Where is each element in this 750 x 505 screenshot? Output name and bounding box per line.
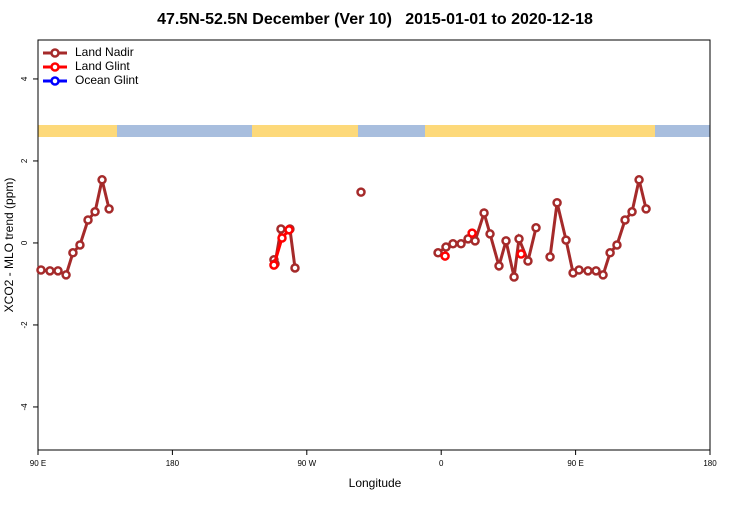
data-point (441, 242, 451, 252)
data-point (561, 235, 571, 245)
data-point (574, 265, 584, 275)
data-point (552, 198, 562, 208)
data-point (516, 249, 526, 259)
plot-frame (37, 39, 711, 451)
data-point (61, 270, 71, 280)
data-point (433, 248, 443, 258)
data-point (36, 265, 46, 275)
series-line (274, 230, 521, 265)
data-point (612, 240, 622, 250)
x-axis-label: Longitude (349, 476, 402, 490)
data-point (627, 207, 637, 217)
x-tick-label: 90 E (30, 459, 46, 468)
data-point (104, 204, 114, 214)
data-point (277, 233, 287, 243)
series-line (40, 179, 648, 278)
data-point (97, 175, 107, 185)
data-point (531, 223, 541, 233)
y-tick-label: -2 (20, 321, 29, 329)
data-point (45, 266, 55, 276)
x-tick-label: 90 E (567, 459, 583, 468)
legend-marker (50, 76, 60, 86)
chart-title: 47.5N-52.5N December (Ver 10) 2015-01-01… (157, 11, 593, 28)
data-point (290, 263, 300, 273)
data-point (583, 266, 593, 276)
data-point (634, 175, 644, 185)
x-tick-label: 180 (166, 459, 180, 468)
legend-label: Land Glint (75, 59, 130, 73)
y-tick-label: -4 (20, 403, 29, 411)
data-point (284, 225, 294, 235)
data-point (485, 229, 495, 239)
data-point (545, 252, 555, 262)
data-point (514, 234, 524, 244)
data-point (440, 251, 450, 261)
surface-strip (38, 125, 710, 137)
legend-marker (50, 62, 60, 72)
data-point (83, 215, 93, 225)
data-point (276, 224, 286, 234)
data-point (479, 208, 489, 218)
x-tick-label: 90 W (297, 459, 316, 468)
data-point (501, 236, 511, 246)
data-point (470, 236, 480, 246)
data-point (509, 272, 519, 282)
data-point (620, 215, 630, 225)
legend-marker (50, 48, 60, 58)
data-point (494, 261, 504, 271)
data-point (605, 248, 615, 258)
y-tick-label: 2 (20, 158, 29, 163)
data-point (598, 270, 608, 280)
x-tick-label: 0 (439, 459, 444, 468)
data-point (90, 207, 100, 217)
y-tick-label: 4 (20, 76, 29, 81)
legend-label: Land Nadir (75, 45, 134, 59)
legend-label: Ocean Glint (75, 73, 139, 87)
data-point (591, 266, 601, 276)
y-axis-label: XCO2 - MLO trend (ppm) (2, 178, 16, 313)
data-point (456, 239, 466, 249)
data-point (68, 248, 78, 258)
data-point (523, 256, 533, 266)
data-point (75, 240, 85, 250)
x-tick-label: 180 (703, 459, 717, 468)
y-tick-label: 0 (20, 240, 29, 245)
data-point (269, 260, 279, 270)
data-point (53, 266, 63, 276)
data-point (448, 239, 458, 249)
data-point (467, 228, 477, 238)
data-point (641, 204, 651, 214)
data-point (356, 187, 366, 197)
